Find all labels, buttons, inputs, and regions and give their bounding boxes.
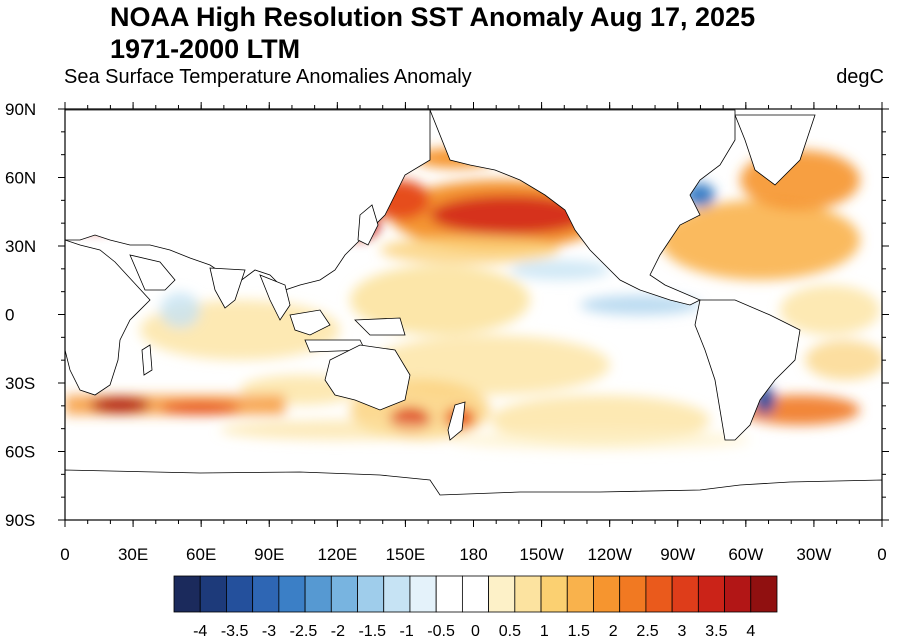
colorbar-swatch [278,575,306,613]
colorbar-label: -3 [262,623,276,640]
lon-label: 60E [186,545,216,564]
colorbar [173,575,778,613]
colorbar-swatch [252,575,280,613]
lon-label: 120E [317,545,357,564]
colorbar-label: -2 [331,623,345,640]
lat-label: 90S [5,511,35,530]
colorbar-swatch [540,575,568,613]
lat-label: 60N [5,169,36,188]
colorbar-swatch [671,575,699,613]
lon-label: 0 [877,545,886,564]
colorbar-label: 2 [609,623,618,640]
colorbar-swatch [750,575,778,613]
colorbar-swatch [357,575,385,613]
units-label: degC [836,66,884,88]
axis-ticks [58,102,889,527]
colorbar-swatch [173,575,201,613]
land-mask [65,109,882,520]
lon-label: 90W [660,545,695,564]
colorbar-label: -3.5 [221,623,249,640]
colorbar-swatch [226,575,254,613]
colorbar-label: 0 [471,623,480,640]
lon-label: 60W [728,545,763,564]
colorbar-swatch [697,575,725,613]
colorbar-swatch [566,575,594,613]
lat-label: 30S [5,374,35,393]
colorbar-label: 3 [678,623,687,640]
lat-label: 0 [5,306,14,325]
colorbar-label: -1 [400,623,414,640]
colorbar-swatch [488,575,516,613]
colorbar-swatch [383,575,411,613]
colorbar-swatch [619,575,647,613]
colorbar-label: -4 [193,623,207,640]
colorbar-swatch [593,575,621,613]
colorbar-swatch [645,575,673,613]
colorbar-labels: -4 -3.5 -3 -2.5 -2 -1.5 -1 -0.5 0 0.5 1 1.5 2 2.5 3 3.5… [193,623,755,640]
variable-subtitle: Sea Surface Temperature Anomalies Anomal… [64,66,472,88]
colorbar-swatch [724,575,752,613]
colorbar-swatch [199,575,227,613]
map-field [65,109,882,520]
colorbar-label: 4 [746,623,755,640]
colorbar-label: 1 [540,623,549,640]
colorbar-label: -1.5 [358,623,386,640]
colorbar-swatch [304,575,332,613]
colorbar-swatch [435,575,463,613]
lon-label: 150W [519,545,563,564]
colorbar-label: 3.5 [705,623,727,640]
lon-label: 180 [459,545,487,564]
colorbar-swatch [409,575,437,613]
map-title: NOAA High Resolution SST Anomaly Aug 17,… [110,2,756,32]
lat-label: 60S [5,443,35,462]
lat-label: 90N [5,100,36,119]
colorbar-swatch [461,575,490,613]
colorbar-swatch [330,575,358,613]
lon-label: 30E [118,545,148,564]
lon-label: 90E [254,545,284,564]
colorbar-swatch [514,575,542,613]
colorbar-label: -2.5 [290,623,318,640]
colorbar-label: 0.5 [499,623,521,640]
colorbar-label: 1.5 [568,623,590,640]
colorbar-label: -0.5 [427,623,455,640]
colorbar-label: 2.5 [636,623,658,640]
lon-label: 0 [60,545,69,564]
map-title-line2: 1971-2000 LTM [110,34,301,64]
latitude-labels: 90N 60N 30N 0 30S 60S 90S [5,100,36,530]
lon-label: 120W [587,545,631,564]
longitude-labels: 0 30E 60E 90E 120E 150E 180 150W 120W 90W 60W 30W 0 [60,545,886,564]
lon-label: 30W [796,545,831,564]
lon-label: 150E [386,545,426,564]
lat-label: 30N [5,237,36,256]
